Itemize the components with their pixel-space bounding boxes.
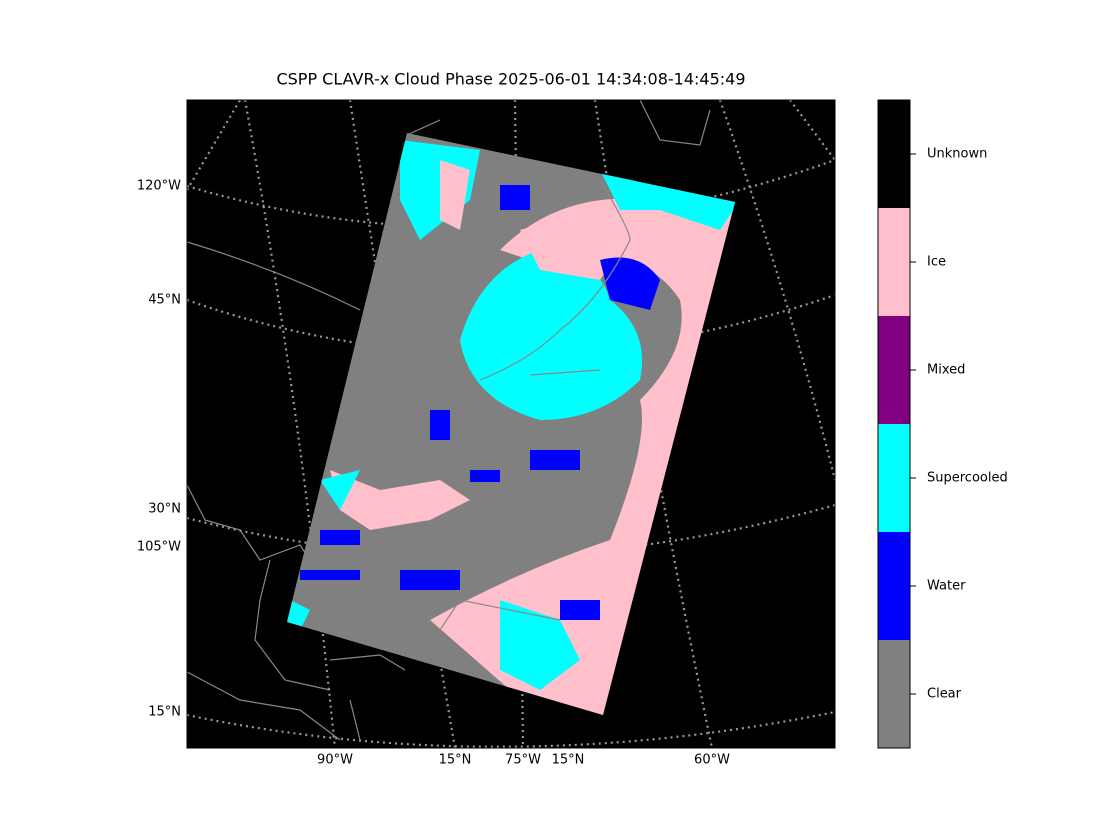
colorbar-label: Water xyxy=(927,579,966,594)
longitude-label: 90°W xyxy=(317,753,353,768)
latitude-label: 120°W xyxy=(137,179,181,194)
colorbar-frame xyxy=(877,99,911,749)
latitude-label: 15°N xyxy=(148,705,181,720)
colorbar-segment xyxy=(878,424,910,532)
coastlines xyxy=(187,100,711,741)
latitude-label: 30°N xyxy=(148,502,181,517)
longitude-label: 60°W xyxy=(694,753,730,768)
colorbar-segment xyxy=(878,208,910,316)
latitude-label: 45°N xyxy=(148,293,181,308)
longitude-label: 15°N xyxy=(439,753,472,768)
map-frame xyxy=(186,99,836,749)
colorbar-label: Supercooled xyxy=(927,471,1008,486)
longitude-labels: 90°W 15°N 75°W 15°N 60°W xyxy=(317,753,730,768)
colorbar-segment xyxy=(878,640,910,748)
colorbar-segment xyxy=(878,100,910,208)
longitude-label: 15°N xyxy=(552,753,585,768)
colorbar-label: Unknown xyxy=(927,147,987,162)
latitude-labels: 120°W 45°N 30°N 105°W 15°N xyxy=(137,179,181,720)
colorbar-label: Mixed xyxy=(927,363,965,378)
map xyxy=(187,100,835,748)
colorbar-label: Ice xyxy=(927,255,946,270)
colorbar-segment xyxy=(878,532,910,640)
colorbar-segment xyxy=(878,316,910,424)
latitude-label: 105°W xyxy=(137,540,181,555)
colorbar: Clear Water Supercooled Mixed Ice Unknown xyxy=(878,100,1008,748)
colorbar-label: Clear xyxy=(927,687,962,702)
title: CSPP CLAVR-x Cloud Phase 2025-06-01 14:3… xyxy=(276,70,745,89)
longitude-label: 75°W xyxy=(505,753,541,768)
